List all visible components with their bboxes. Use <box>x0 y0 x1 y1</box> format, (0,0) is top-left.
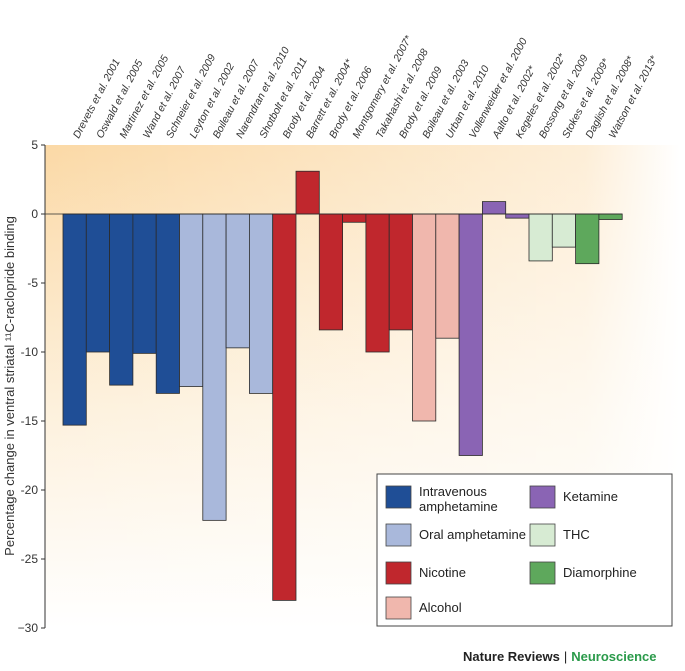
bar-22 <box>575 213 600 265</box>
legend-swatch <box>385 523 412 547</box>
y-tick-label: -25 <box>21 552 39 566</box>
legend-swatch <box>529 523 556 547</box>
y-tick-label: 5 <box>31 138 38 152</box>
y-tick-label: -10 <box>21 345 39 359</box>
y-tick-label: -15 <box>21 414 39 428</box>
bar-6 <box>202 213 227 521</box>
legend-label: Ketamine <box>563 489 618 504</box>
bar-14 <box>388 213 413 331</box>
bar-20 <box>528 213 553 262</box>
bar-3 <box>132 213 157 354</box>
bar-0 <box>62 213 87 426</box>
y-axis: 5 0 -5 -10 -15 -20 -25 −30 <box>18 138 46 635</box>
bar-16 <box>435 213 460 339</box>
legend-label: Alcohol <box>419 600 462 615</box>
bar-4 <box>155 213 180 394</box>
y-tick-label: 0 <box>31 207 38 221</box>
publisher-name: Nature Reviews <box>463 649 560 664</box>
legend-swatch <box>385 485 412 509</box>
legend-swatch <box>529 561 556 585</box>
legend-label: Diamorphine <box>563 565 637 580</box>
journal-name: Neuroscience <box>571 649 657 664</box>
legend-swatch <box>529 485 556 509</box>
legend-swatch <box>385 561 412 585</box>
bar-19 <box>505 213 530 219</box>
bars <box>45 170 623 601</box>
legend-label: THC <box>563 527 590 542</box>
bar-12 <box>342 213 367 223</box>
bar-9 <box>272 213 297 601</box>
y-tick-label: −30 <box>18 621 39 635</box>
publisher-credit: Nature Reviews | Neuroscience <box>463 649 656 664</box>
bar-18 <box>481 201 507 215</box>
y-axis-title: Percentage change in ventral striatal ¹¹… <box>2 216 17 556</box>
bar-13 <box>365 213 390 353</box>
legend-label: amphetamine <box>419 499 498 514</box>
bar-23 <box>598 213 623 220</box>
legend-label: Nicotine <box>419 565 466 580</box>
bar-1 <box>85 213 111 353</box>
bar-8 <box>248 213 274 394</box>
bar-7 <box>225 213 250 349</box>
bar-15 <box>412 213 437 422</box>
legend-swatch <box>385 596 412 620</box>
bar-17 <box>458 213 483 456</box>
legend-box <box>376 473 673 627</box>
y-tick-label: -5 <box>27 276 38 290</box>
bar-10 <box>295 170 320 215</box>
legend-label: Oral amphetamine <box>419 527 526 542</box>
y-tick-label: -20 <box>21 483 39 497</box>
bar-11 <box>318 213 343 331</box>
legend-label: Intravenous <box>419 484 487 499</box>
credit-separator: | <box>563 649 568 664</box>
bar-5 <box>179 213 204 387</box>
bar-2 <box>109 213 134 386</box>
bar-21 <box>551 213 576 248</box>
